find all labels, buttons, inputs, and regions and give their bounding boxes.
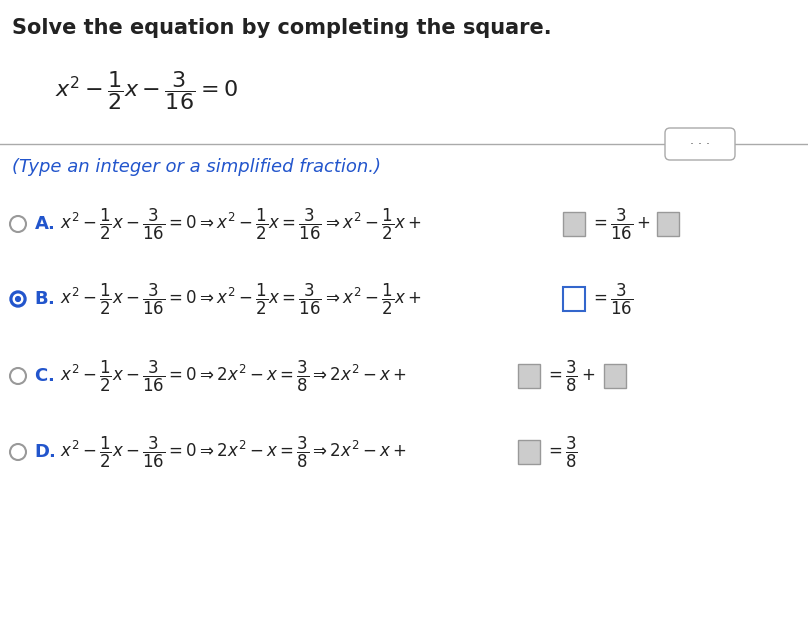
FancyBboxPatch shape: [665, 128, 735, 160]
Text: $= \dfrac{3}{8}$: $= \dfrac{3}{8}$: [545, 435, 578, 469]
FancyBboxPatch shape: [563, 212, 585, 236]
Text: $x^2 - \dfrac{1}{2}x - \dfrac{3}{16} = 0{\Rightarrow}2x^2 - x = \dfrac{3}{8}{\Ri: $x^2 - \dfrac{1}{2}x - \dfrac{3}{16} = 0…: [60, 359, 406, 393]
Text: $x^2 - \dfrac{1}{2}x - \dfrac{3}{16} = 0{\Rightarrow}x^2 - \dfrac{1}{2}x = \dfra: $x^2 - \dfrac{1}{2}x - \dfrac{3}{16} = 0…: [60, 281, 421, 317]
Circle shape: [15, 297, 20, 301]
Text: $= \dfrac{3}{16} +$: $= \dfrac{3}{16} +$: [590, 206, 651, 242]
Text: $x^2 - \dfrac{1}{2}x - \dfrac{3}{16} = 0{\Rightarrow}x^2 - \dfrac{1}{2}x = \dfra: $x^2 - \dfrac{1}{2}x - \dfrac{3}{16} = 0…: [60, 206, 421, 242]
Text: $\mathbf{C.}$: $\mathbf{C.}$: [34, 367, 54, 385]
Text: $\mathbf{D.}$: $\mathbf{D.}$: [34, 443, 56, 461]
Text: $\mathbf{A.}$: $\mathbf{A.}$: [34, 215, 55, 233]
Text: $= \dfrac{3}{8} +$: $= \dfrac{3}{8} +$: [545, 359, 595, 393]
Text: · · ·: · · ·: [690, 138, 710, 151]
FancyBboxPatch shape: [563, 287, 585, 311]
Text: $= \dfrac{3}{16}$: $= \dfrac{3}{16}$: [590, 281, 633, 317]
FancyBboxPatch shape: [604, 364, 626, 388]
Text: Solve the equation by completing the square.: Solve the equation by completing the squ…: [12, 18, 552, 38]
Text: $\mathbf{B.}$: $\mathbf{B.}$: [34, 290, 55, 308]
Text: (Type an integer or a simplified fraction.): (Type an integer or a simplified fractio…: [12, 158, 381, 176]
Circle shape: [13, 294, 23, 304]
FancyBboxPatch shape: [657, 212, 679, 236]
FancyBboxPatch shape: [518, 440, 540, 464]
Text: $x^2 - \dfrac{1}{2}x - \dfrac{3}{16} = 0{\Rightarrow}2x^2 - x = \dfrac{3}{8}{\Ri: $x^2 - \dfrac{1}{2}x - \dfrac{3}{16} = 0…: [60, 435, 406, 469]
Circle shape: [10, 291, 26, 307]
FancyBboxPatch shape: [518, 364, 540, 388]
Text: $x^2 - \dfrac{1}{2}x - \dfrac{3}{16} = 0$: $x^2 - \dfrac{1}{2}x - \dfrac{3}{16} = 0…: [55, 69, 238, 112]
